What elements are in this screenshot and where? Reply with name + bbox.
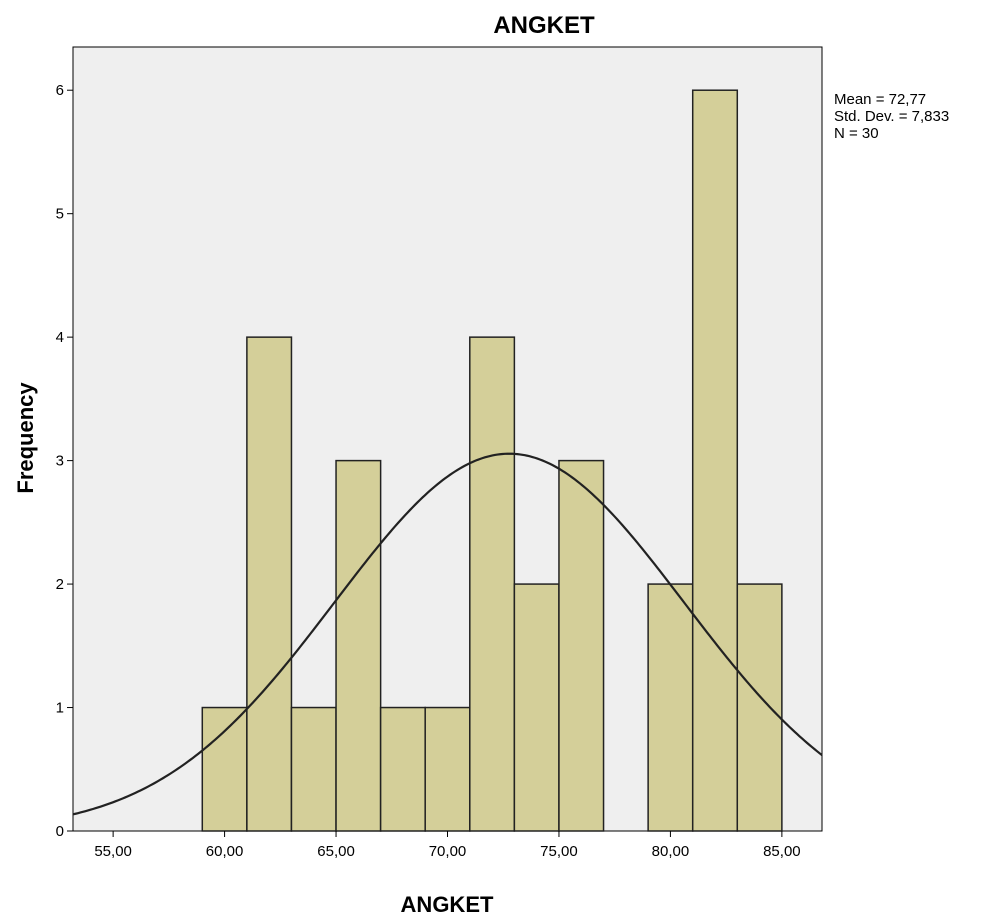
histogram-bar-6: [424, 706, 471, 832]
histogram-bar-5: [379, 706, 426, 832]
x-tick-label: 55,00: [94, 843, 132, 860]
x-tick-label: 65,00: [317, 843, 355, 860]
x-tick-label: 70,00: [429, 843, 467, 860]
histogram-bar-7: [469, 336, 516, 832]
y-tick-label: 3: [56, 453, 64, 470]
histogram-bar-4: [335, 459, 382, 832]
y-axis: 0 1 2 3 4 5 6: [56, 82, 73, 840]
y-tick-label: 2: [56, 576, 64, 593]
normal-curve: [72, 452, 823, 816]
stat-line: Mean = 72,77: [834, 91, 926, 108]
histogram-bar-10: [647, 583, 694, 832]
x-tick-label: 75,00: [540, 843, 578, 860]
stat-line: Std. Dev. = 7,833: [834, 108, 949, 125]
chart-title: ANGKET: [493, 12, 595, 39]
bars-group: [201, 89, 783, 832]
y-tick-label: 4: [56, 329, 64, 346]
x-axis: 55,00 60,00 65,00 70,00 75,00 80,00 85,00: [94, 831, 801, 860]
y-tick-label: 6: [56, 82, 64, 99]
y-tick-label: 1: [56, 700, 64, 717]
histogram-bar-3: [290, 706, 337, 832]
histogram-bar-1: [201, 706, 248, 832]
histogram-bar-9: [558, 459, 605, 832]
y-axis-label: Frequency: [13, 382, 38, 494]
x-axis-label: ANGKET: [401, 892, 494, 916]
y-tick-label: 0: [56, 823, 64, 840]
histogram-bar-12: [736, 583, 783, 832]
x-tick-label: 80,00: [652, 843, 690, 860]
histogram-bar-11: [691, 89, 739, 832]
x-tick-label: 85,00: [763, 843, 801, 860]
histogram-bar-8: [513, 583, 560, 832]
x-tick-label: 60,00: [206, 843, 244, 860]
y-tick-label: 5: [56, 206, 64, 223]
stat-line: N = 30: [834, 125, 879, 142]
histogram-bar-2: [246, 336, 293, 832]
